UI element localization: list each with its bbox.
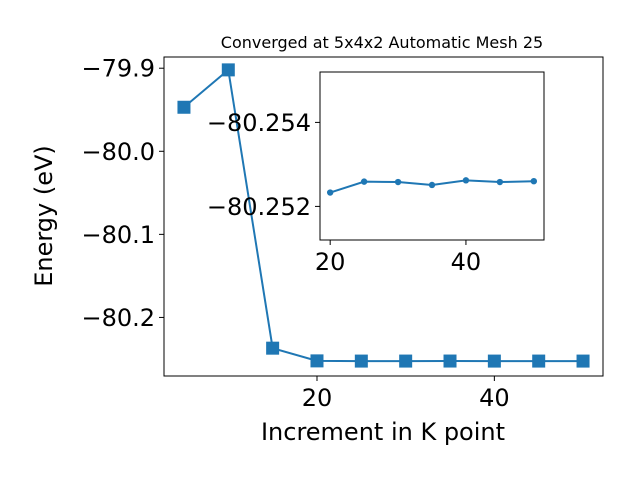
main-data-point (177, 100, 191, 114)
inset-data-point (428, 181, 436, 189)
main-data-point (354, 354, 368, 368)
main-y-tick-label: −80.1 (81, 221, 155, 249)
main-plot: 20 40 −79.9−80.0−80.1−80.2 (81, 55, 604, 412)
main-y-tick-label: −79.9 (81, 55, 155, 83)
main-data-point (443, 354, 457, 368)
inset-data-point (326, 189, 334, 196)
inset-data-point (360, 178, 368, 185)
inset-y-ticks: −80.254 −80.252 (207, 109, 320, 221)
main-series-markers (177, 63, 590, 368)
inset-series-markers (326, 177, 538, 196)
main-series-line (183, 67, 584, 363)
main-x-ticks: 20 40 (302, 376, 510, 412)
inset-data-point (394, 178, 402, 186)
x-axis-label: Increment in K point (261, 418, 505, 446)
main-data-point (576, 354, 590, 368)
main-axes-frame (163, 56, 604, 377)
main-y-ticks: −79.9 −80.0 −80.1 −80.2 (81, 55, 164, 332)
main-x-tick-label: 20 (302, 384, 333, 412)
main-x-tick-label: 40 (479, 384, 510, 412)
main-data-point (487, 354, 501, 368)
inset-y-tick-label: −80.252 (207, 193, 311, 221)
main-y-tick-label: −80.0 (81, 138, 155, 166)
inset-data-point (462, 177, 470, 184)
inset-data-point (496, 178, 504, 186)
main-data-point (221, 63, 235, 77)
y-axis-label: Energy (eV) (30, 145, 58, 287)
main-y-tick-label: −80.2 (81, 304, 155, 332)
inset-plot: 20 40 −80.254−80.252 (207, 71, 545, 276)
main-data-point (532, 354, 546, 368)
main-data-point (310, 354, 324, 368)
inset-x-ticks: 20 40 (315, 240, 481, 276)
inset-axes-frame (319, 71, 545, 241)
inset-x-tick-label: 40 (451, 248, 482, 276)
inset-x-tick-label: 20 (315, 248, 346, 276)
chart-title: Converged at 5x4x2 Automatic Mesh 25 (221, 33, 543, 52)
inset-y-tick-label: −80.254 (207, 109, 311, 137)
main-data-point (399, 354, 413, 368)
main-data-point (266, 341, 280, 355)
inset-data-point (530, 178, 538, 185)
